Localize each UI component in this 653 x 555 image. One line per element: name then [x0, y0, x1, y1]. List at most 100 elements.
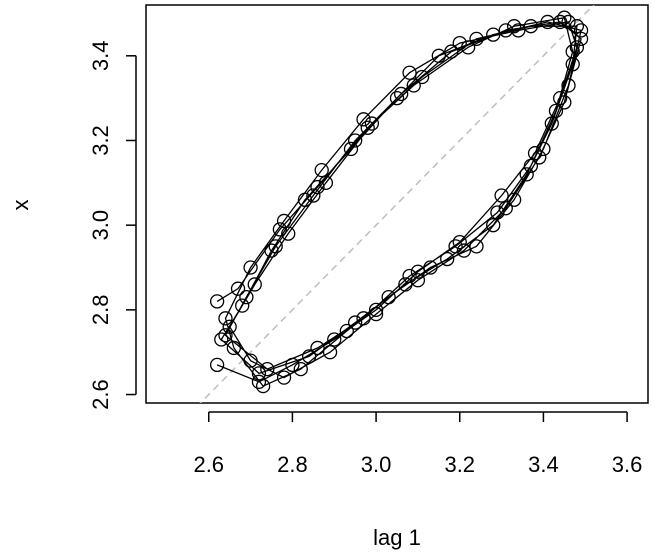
data-point — [573, 23, 589, 38]
data-point — [339, 323, 354, 339]
data-point — [318, 175, 334, 190]
y-tick-label: 2.8 — [88, 295, 113, 326]
data-point — [264, 243, 279, 258]
x-tick-label: 3.6 — [612, 452, 643, 477]
data-point — [506, 19, 522, 34]
data-point — [209, 357, 225, 373]
data-point — [498, 201, 513, 216]
data-point — [230, 281, 246, 296]
data-point — [569, 40, 585, 55]
plot-frame — [145, 4, 649, 404]
y-tick-label: 2.6 — [88, 379, 113, 410]
data-point — [360, 120, 375, 135]
data-point — [214, 332, 229, 347]
data-point — [410, 264, 426, 279]
data-point — [260, 361, 275, 377]
data-point — [452, 35, 467, 51]
data-point — [255, 378, 271, 394]
data-point — [402, 268, 417, 284]
data-point — [506, 192, 522, 207]
data-point — [460, 40, 476, 55]
data-point — [406, 78, 421, 93]
data-point — [322, 345, 338, 360]
data-point — [247, 277, 262, 292]
x-tick-label: 3.0 — [361, 452, 392, 477]
data-point — [251, 366, 267, 381]
data-point — [498, 23, 513, 38]
data-point — [343, 141, 359, 157]
data-point — [423, 260, 438, 275]
data-point — [368, 302, 384, 318]
x-tick-label: 2.6 — [193, 452, 224, 477]
data-point — [306, 188, 321, 203]
series-line — [216, 16, 582, 387]
data-point — [276, 370, 292, 385]
data-point — [348, 315, 363, 330]
data-point — [218, 328, 233, 343]
data-point — [523, 158, 539, 174]
data-point — [532, 150, 547, 165]
data-point — [561, 14, 576, 30]
data-point — [314, 162, 329, 178]
data-point — [368, 306, 384, 322]
data-point — [557, 10, 572, 25]
y-tick-label: 3.0 — [88, 210, 113, 241]
data-point — [268, 239, 283, 254]
data-point — [469, 239, 484, 254]
data-point — [251, 374, 267, 389]
data-point — [486, 218, 501, 233]
y-tick-label: 3.2 — [88, 125, 113, 156]
x-tick-label: 3.2 — [444, 452, 475, 477]
data-point — [536, 141, 551, 157]
data-point — [297, 192, 313, 207]
x-tick-label: 3.4 — [528, 452, 559, 477]
data-point — [394, 86, 409, 102]
data-point — [490, 205, 505, 220]
y-axis-title: x — [8, 200, 33, 211]
data-point — [402, 65, 417, 80]
data-point — [469, 31, 484, 47]
data-point — [381, 289, 396, 305]
data-point — [389, 90, 405, 106]
data-point — [364, 116, 380, 131]
data-point — [410, 273, 426, 288]
data-point — [448, 239, 463, 254]
data-point — [285, 357, 300, 373]
data-point — [327, 332, 342, 347]
data-point — [239, 289, 254, 305]
data-point — [272, 222, 288, 237]
data-point — [398, 277, 413, 292]
data-point — [565, 44, 580, 59]
x-tick-label: 2.8 — [277, 452, 308, 477]
data-point — [293, 361, 308, 377]
data-point — [494, 188, 509, 203]
data-point — [222, 319, 237, 334]
data-point — [310, 340, 325, 356]
data-point — [444, 44, 459, 59]
data-point — [553, 14, 568, 30]
data-point — [486, 27, 501, 42]
data-point — [569, 19, 585, 34]
data-point — [414, 69, 430, 85]
data-point — [356, 311, 371, 326]
y-tick-label: 3.4 — [88, 41, 113, 72]
data-point — [235, 298, 250, 313]
data-point — [544, 116, 559, 131]
data-point — [281, 226, 296, 241]
data-point — [523, 19, 539, 34]
data-point — [209, 294, 225, 309]
x-axis-title: lag 1 — [373, 525, 421, 550]
data-point — [527, 146, 543, 161]
data-point — [452, 234, 467, 250]
data-point — [226, 340, 242, 356]
data-point — [440, 251, 455, 267]
data-point — [356, 112, 371, 127]
data-point — [557, 95, 572, 110]
data-point — [348, 133, 363, 148]
data-point — [553, 90, 568, 106]
data-point — [519, 167, 534, 182]
data-point — [573, 31, 589, 47]
data-point — [456, 243, 472, 258]
data-point — [218, 311, 233, 326]
